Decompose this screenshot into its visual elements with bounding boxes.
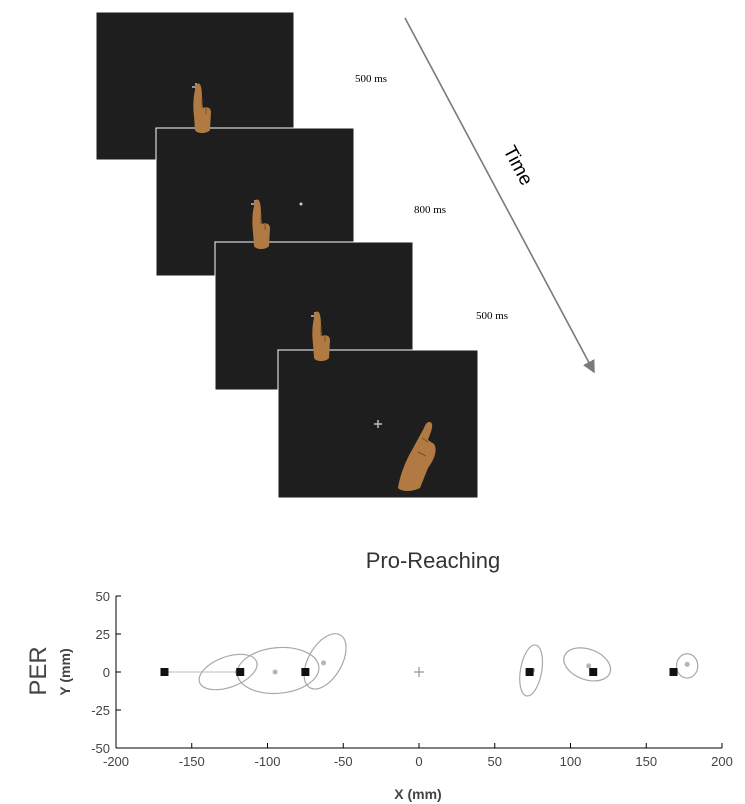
duration-label-2: 800 ms bbox=[414, 204, 446, 216]
duration-label-1: 500 ms bbox=[355, 73, 387, 85]
x-tick-label: 150 bbox=[635, 754, 657, 769]
x-tick-label: 100 bbox=[560, 754, 582, 769]
x-tick-label: 200 bbox=[711, 754, 733, 769]
y-tick-label: 50 bbox=[96, 589, 110, 604]
row-label: PER bbox=[25, 646, 52, 695]
chart-marks bbox=[160, 633, 699, 697]
y-tick-label: 25 bbox=[96, 627, 110, 642]
endpoint-mean bbox=[586, 663, 592, 669]
chart-title: Pro-Reaching bbox=[366, 548, 501, 573]
endpoint-mean bbox=[272, 669, 278, 675]
endpoint-mean bbox=[321, 660, 327, 666]
x-tick-label: -150 bbox=[179, 754, 205, 769]
y-tick-label: -50 bbox=[91, 741, 110, 756]
confidence-ellipse bbox=[675, 653, 699, 679]
y-axis-title: Y (mm) bbox=[57, 648, 73, 695]
endpoint-mean bbox=[684, 661, 690, 667]
chart-axes: -200 -150 -100 -50 0 50 100 150 200 50 25 0 -25 -50 bbox=[91, 589, 733, 769]
time-label: Time bbox=[499, 142, 537, 189]
frame-2-target-dot bbox=[299, 202, 303, 206]
target-square bbox=[525, 668, 534, 676]
target-square bbox=[669, 668, 678, 676]
x-tick-label: 0 bbox=[415, 754, 422, 769]
confidence-ellipse bbox=[519, 644, 544, 697]
target-square bbox=[589, 668, 598, 676]
target-square bbox=[236, 668, 245, 676]
x-tick-label: -200 bbox=[103, 754, 129, 769]
duration-label-3: 500 ms bbox=[476, 310, 508, 322]
x-axis-title: X (mm) bbox=[394, 786, 441, 802]
time-arrow bbox=[404, 17, 595, 374]
y-tick-label: -25 bbox=[91, 703, 110, 718]
pro-reaching-chart: Pro-Reaching PER Y (mm) X (mm) -200 -150-… bbox=[25, 548, 733, 802]
target-square bbox=[160, 668, 169, 676]
target-square bbox=[301, 668, 310, 676]
x-tick-label: 50 bbox=[488, 754, 502, 769]
x-tick-label: -100 bbox=[254, 754, 280, 769]
y-tick-label: 0 bbox=[103, 665, 110, 680]
confidence-ellipse bbox=[563, 647, 612, 682]
confidence-ellipse bbox=[303, 633, 347, 690]
confidence-ellipse bbox=[198, 653, 258, 691]
x-tick-label: -50 bbox=[334, 754, 353, 769]
frame-4-fixation-cross bbox=[374, 420, 382, 428]
